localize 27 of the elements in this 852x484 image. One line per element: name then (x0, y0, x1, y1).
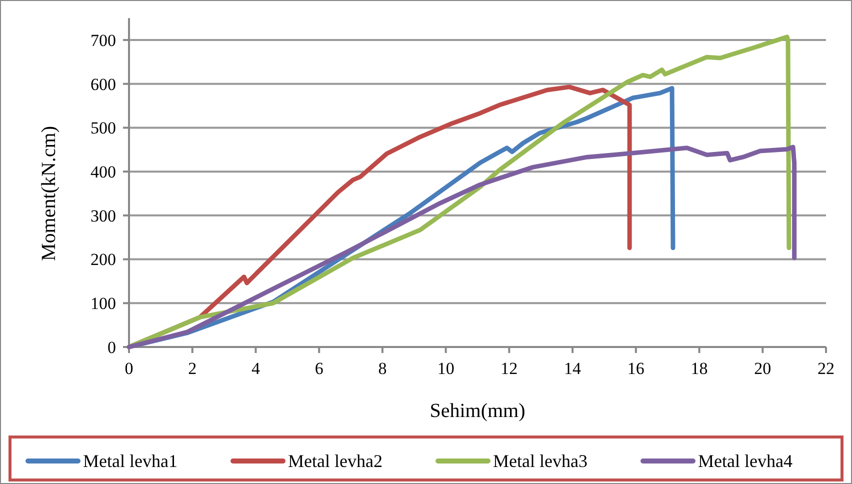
y-tick-label: 500 (90, 118, 116, 138)
y-tick-label: 700 (90, 30, 116, 50)
y-tick-label: 0 (108, 338, 116, 357)
y-tick-label: 200 (90, 250, 116, 270)
line-series (126, 144, 797, 350)
x-axis-title: Sehim(mm) (430, 400, 526, 422)
x-tick-label: 22 (818, 359, 834, 378)
x-tick-label: 4 (251, 359, 260, 378)
legend-label: Metal levha2 (288, 451, 382, 471)
x-tick-label: 14 (564, 359, 582, 378)
legend-label: Metal levha3 (493, 451, 588, 471)
x-tick-label: 6 (314, 359, 324, 378)
x-tick-label: 8 (378, 359, 387, 378)
legend-label: Metal levha1 (83, 451, 178, 471)
x-tick-label: 16 (627, 359, 644, 378)
y-tick-label: 600 (90, 74, 116, 94)
x-tick-label: 10 (437, 359, 454, 378)
x-tick-label: 2 (188, 359, 197, 378)
legend-label: Metal levha4 (698, 451, 792, 471)
x-tick-label: 20 (754, 359, 772, 378)
x-tick-label: 0 (124, 359, 134, 378)
y-tick-label: 100 (90, 294, 116, 314)
y-tick-label: 400 (90, 162, 116, 182)
x-tick-label: 12 (500, 359, 518, 378)
x-tick-label: 18 (690, 359, 708, 378)
y-axis-title: Moment(kN.cm) (38, 126, 60, 261)
y-tick-label: 300 (90, 206, 116, 226)
